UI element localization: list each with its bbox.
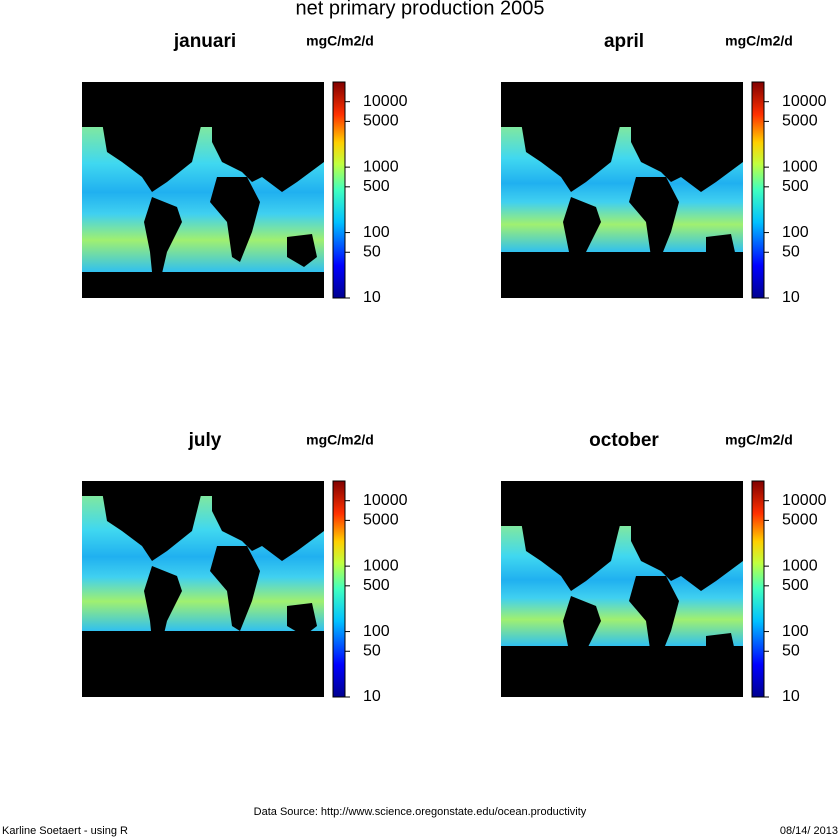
- tick-label: 10000: [782, 93, 827, 110]
- tick-label: 10: [363, 289, 381, 306]
- tick-label: 10000: [782, 492, 827, 509]
- tick-label: 1000: [782, 158, 818, 175]
- unit-label: mgC/m2/d: [306, 33, 374, 49]
- tick-label: 100: [363, 623, 390, 640]
- tick-label: 1000: [363, 158, 399, 175]
- unit-label: mgC/m2/d: [725, 432, 793, 448]
- tick-label: 50: [363, 642, 381, 659]
- tick-label: 5000: [363, 512, 399, 529]
- source-note: Data Source: http://www.science.oregonst…: [254, 806, 587, 818]
- tick-label: 50: [363, 243, 381, 260]
- tick-label: 10000: [363, 93, 408, 110]
- tick-label: 5000: [782, 113, 818, 130]
- tick-label: 500: [782, 577, 809, 594]
- date-note: 08/14/ 2013: [780, 825, 838, 837]
- tick-label: 1000: [782, 557, 818, 574]
- tick-label: 50: [782, 243, 800, 260]
- tick-label: 1000: [363, 557, 399, 574]
- tick-label: 5000: [782, 512, 818, 529]
- map: [82, 491, 324, 661]
- tick-label: 50: [782, 642, 800, 659]
- map: [501, 122, 743, 292]
- unit-label: mgC/m2/d: [306, 432, 374, 448]
- tick-label: 5000: [363, 113, 399, 130]
- colorbar: [751, 81, 765, 299]
- panel-title: januari: [173, 31, 236, 52]
- colorbar: [332, 480, 346, 698]
- figure-title: net primary production 2005: [295, 0, 544, 19]
- tick-label: 500: [363, 577, 390, 594]
- colorbar: [332, 81, 346, 299]
- colorbar: [751, 480, 765, 698]
- panel-title: october: [589, 430, 659, 451]
- map: [82, 122, 324, 292]
- tick-label: 10: [782, 289, 800, 306]
- tick-label: 100: [782, 623, 809, 640]
- tick-label: 500: [782, 178, 809, 195]
- tick-label: 10000: [363, 492, 408, 509]
- author-note: Karline Soetaert - using R: [2, 825, 128, 837]
- panel-title: july: [188, 430, 222, 451]
- panel-title: april: [604, 31, 644, 52]
- tick-label: 10: [363, 688, 381, 705]
- unit-label: mgC/m2/d: [725, 33, 793, 49]
- tick-label: 10: [782, 688, 800, 705]
- map: [501, 521, 743, 691]
- tick-label: 100: [782, 224, 809, 241]
- tick-label: 100: [363, 224, 390, 241]
- tick-label: 500: [363, 178, 390, 195]
